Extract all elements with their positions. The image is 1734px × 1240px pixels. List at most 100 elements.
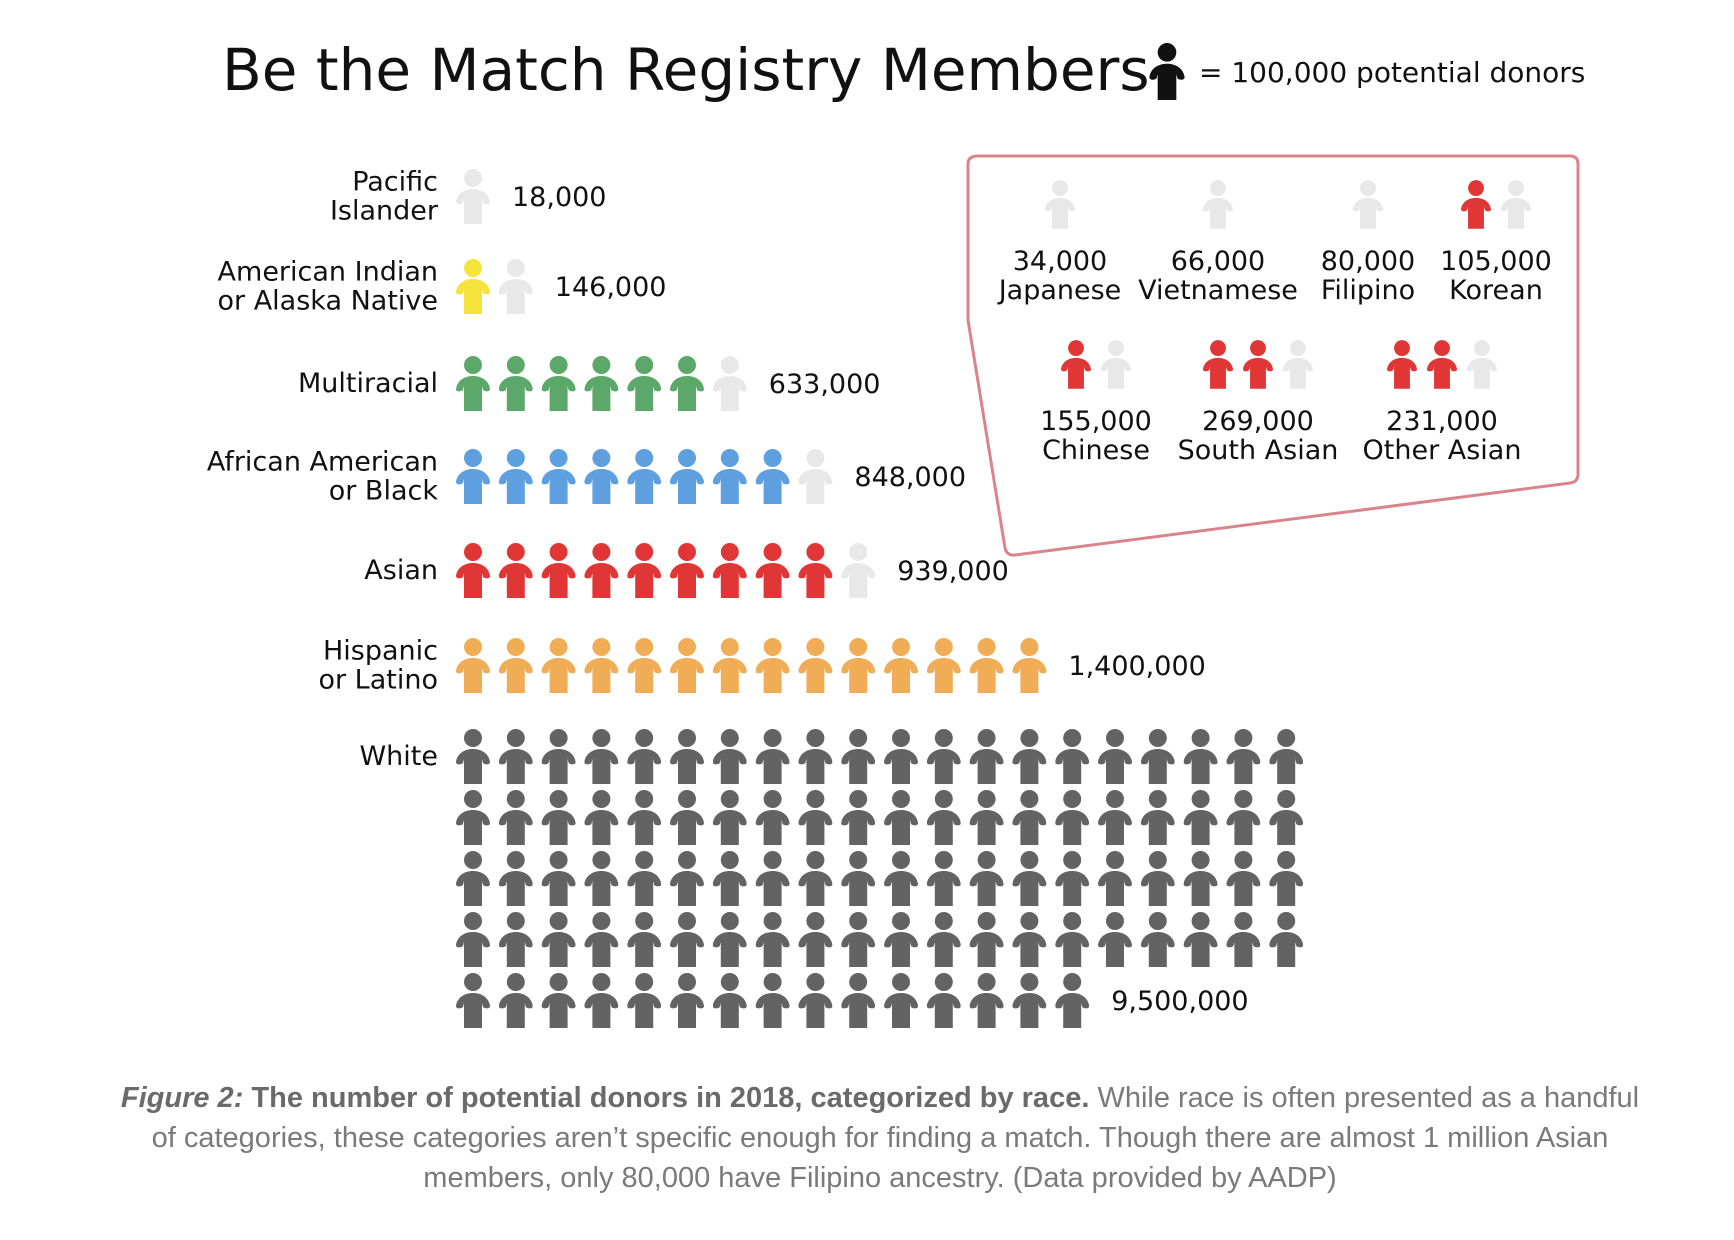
- person-icon: [541, 912, 576, 967]
- person-icon: [498, 543, 533, 598]
- person-icon: [755, 543, 790, 598]
- asian-breakdown: 34,000Japanese66,000Vietnamese80,000Fili…: [997, 180, 1552, 466]
- subgroup-value: 34,000: [1013, 246, 1107, 277]
- person-icon: [584, 449, 619, 504]
- value-label: 9,500,000: [1111, 986, 1248, 1017]
- category-row: Asian 939,000: [364, 543, 1009, 598]
- category-label: African American: [207, 447, 438, 478]
- person-icon: [584, 851, 619, 906]
- person-icon: [1098, 912, 1132, 967]
- person-icon: [712, 543, 747, 598]
- person-icon: [755, 790, 790, 845]
- category-row: Multiracial 633,000: [298, 356, 880, 411]
- person-icon: [1098, 729, 1132, 784]
- person-icon: [456, 790, 490, 845]
- person-icon: [755, 912, 790, 967]
- person-icon: [1012, 912, 1047, 967]
- person-icon: [926, 729, 961, 784]
- person-icon: [1269, 851, 1304, 906]
- person-icon: [926, 638, 961, 693]
- subgroup-value: 66,000: [1171, 246, 1265, 277]
- category-label: or Alaska Native: [218, 286, 439, 317]
- person-icon: [1183, 790, 1218, 845]
- person-icon: [1140, 912, 1175, 967]
- person-icon: [841, 638, 876, 693]
- person-icon: [1055, 729, 1090, 784]
- value-label: 848,000: [854, 462, 966, 493]
- person-icon: [456, 638, 490, 693]
- category-label: White: [359, 741, 438, 772]
- person-icon: [755, 729, 790, 784]
- person-icon: [456, 851, 490, 906]
- person-icon: [712, 638, 747, 693]
- person-icon: [798, 543, 833, 598]
- person-icon: [670, 356, 704, 411]
- person-icon: [584, 790, 619, 845]
- category-label: or Black: [329, 476, 439, 507]
- subgroup-value: 231,000: [1386, 406, 1498, 437]
- subgroup-name: Vietnamese: [1138, 275, 1298, 306]
- person-icon: [884, 790, 918, 845]
- person-icon: [712, 356, 747, 411]
- person-icon: [670, 790, 704, 845]
- person-icon: [670, 729, 704, 784]
- person-icon: [755, 851, 790, 906]
- person-icon: [798, 729, 833, 784]
- person-icon: [969, 638, 1004, 693]
- person-icon: [926, 912, 961, 967]
- person-icon: [798, 449, 833, 504]
- person-icon: [456, 259, 490, 314]
- person-icon: [456, 973, 490, 1028]
- person-icon: [541, 973, 576, 1028]
- person-icon: [541, 449, 576, 504]
- person-icon: [584, 973, 619, 1028]
- person-icon: [712, 912, 747, 967]
- person-icon: [1098, 851, 1132, 906]
- person-icon: [841, 543, 876, 598]
- person-icon: [712, 851, 747, 906]
- person-icon: [1269, 790, 1304, 845]
- person-icon: [755, 973, 790, 1028]
- person-icon: [627, 356, 662, 411]
- person-icon: [1183, 729, 1218, 784]
- person-icon: [1055, 790, 1090, 845]
- person-icon: [1226, 790, 1261, 845]
- person-icon: [498, 259, 533, 314]
- person-icon: [1140, 851, 1175, 906]
- value-label: 1,400,000: [1068, 651, 1205, 682]
- person-icon: [1140, 729, 1175, 784]
- person-icon: [798, 973, 833, 1028]
- category-label: Multiracial: [298, 368, 438, 399]
- category-row: White 9,500,000: [359, 729, 1304, 1028]
- caption-figure-label: Figure 2:: [120, 1082, 244, 1114]
- person-icon: [670, 973, 704, 1028]
- person-icon: [798, 912, 833, 967]
- person-icon: [584, 543, 619, 598]
- person-icon: [498, 729, 533, 784]
- person-icon: [969, 973, 1004, 1028]
- person-icon: [1226, 912, 1261, 967]
- value-label: 18,000: [512, 182, 606, 213]
- person-icon: [541, 729, 576, 784]
- person-icon: [498, 790, 533, 845]
- person-icon: [884, 912, 918, 967]
- person-icon: [541, 356, 576, 411]
- person-icon: [627, 729, 662, 784]
- person-icon: [627, 912, 662, 967]
- person-icon: [498, 449, 533, 504]
- person-icon: [969, 912, 1004, 967]
- person-icon: [541, 543, 576, 598]
- legend-text: = 100,000 potential donors: [1199, 56, 1585, 89]
- person-icon: [926, 973, 961, 1028]
- chart-title: Be the Match Registry Members: [222, 36, 1150, 104]
- legend-person-icon: [1149, 43, 1185, 100]
